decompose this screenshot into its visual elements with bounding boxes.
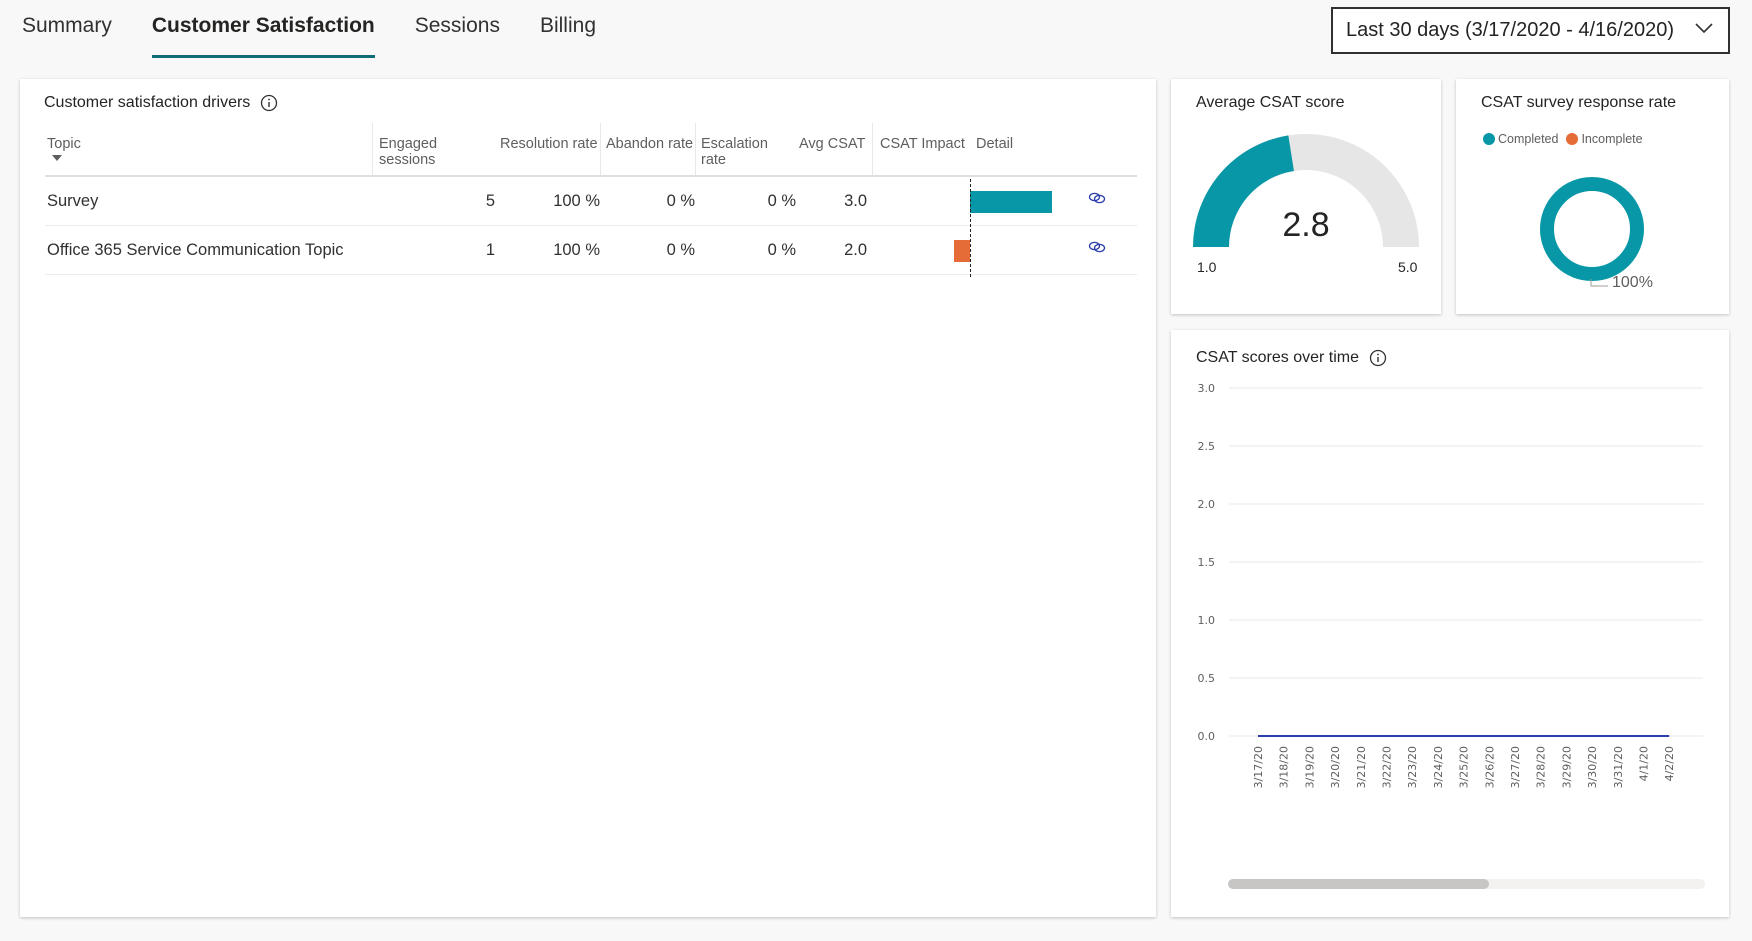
cell-escalation: 0 % bbox=[767, 241, 796, 259]
y-tick-label: 2.5 bbox=[1198, 440, 1216, 453]
response-legend: Completed Incomplete bbox=[1483, 132, 1651, 146]
col-escalation-rate[interactable]: Escalation rate bbox=[695, 123, 795, 175]
y-tick-label: 0.5 bbox=[1198, 672, 1216, 685]
gauge-min-label: 1.0 bbox=[1197, 259, 1217, 275]
response-rate-title: CSAT survey response rate bbox=[1481, 94, 1677, 111]
csat-over-time-card: CSAT scores over time 0.0 0.5 1.0 1.5 2.0 2.5… bbox=[1171, 330, 1729, 917]
y-tick-label: 1.5 bbox=[1198, 556, 1216, 569]
over-time-title-wrap: CSAT scores over time bbox=[1196, 349, 1387, 367]
tab-summary[interactable]: Summary bbox=[22, 14, 112, 37]
x-tick-label: 3/26/20 bbox=[1483, 746, 1496, 788]
col-csat-impact[interactable]: CSAT Impact bbox=[872, 123, 972, 175]
drivers-title: Customer satisfaction drivers bbox=[44, 94, 251, 111]
legend-label: Completed bbox=[1498, 132, 1559, 146]
table-row[interactable]: Office 365 Service Communication Topic 1… bbox=[45, 226, 1137, 275]
col-detail: Detail bbox=[976, 136, 1014, 152]
info-icon[interactable] bbox=[260, 94, 278, 112]
drivers-card: Customer satisfaction drivers Topic Enga… bbox=[20, 79, 1156, 917]
tab-customer-satisfaction[interactable]: Customer Satisfaction bbox=[151, 0, 375, 60]
drivers-table: Topic Engaged sessions Resolution rate A… bbox=[45, 123, 1137, 277]
x-tick-label: 3/19/20 bbox=[1303, 746, 1316, 788]
date-range-dropdown[interactable]: Last 30 days (3/17/2020 - 4/16/2020) bbox=[1331, 7, 1730, 54]
x-tick-label: 3/22/20 bbox=[1381, 746, 1394, 788]
x-tick-label: 3/20/20 bbox=[1329, 746, 1342, 788]
avg-csat-card: Average CSAT score 2.8 1.0 5.0 bbox=[1171, 79, 1441, 314]
col-avg-csat[interactable]: Avg CSAT bbox=[799, 136, 866, 152]
legend-incomplete[interactable]: Incomplete bbox=[1566, 132, 1643, 146]
x-tick-label: 3/28/20 bbox=[1535, 746, 1548, 788]
link-icon[interactable] bbox=[1088, 240, 1106, 254]
response-donut bbox=[1540, 177, 1644, 281]
x-tick-label: 3/27/20 bbox=[1509, 746, 1522, 788]
y-tick-label: 2.0 bbox=[1198, 498, 1216, 511]
table-header: Topic Engaged sessions Resolution rate A… bbox=[45, 123, 1137, 177]
sort-down-icon bbox=[52, 155, 62, 161]
col-resolution-rate[interactable]: Resolution rate bbox=[500, 136, 598, 152]
cell-engaged: 5 bbox=[485, 192, 495, 210]
legend-completed[interactable]: Completed bbox=[1483, 132, 1558, 146]
chevron-down-icon bbox=[1695, 23, 1713, 34]
x-tick-label: 3/24/20 bbox=[1432, 746, 1445, 788]
cell-engaged: 1 bbox=[485, 241, 495, 259]
col-abandon-rate[interactable]: Abandon rate bbox=[600, 123, 695, 175]
cell-topic: Office 365 Service Communication Topic bbox=[47, 241, 344, 259]
x-tick-label: 3/31/20 bbox=[1612, 746, 1625, 788]
col-topic-label: Topic bbox=[47, 136, 81, 152]
legend-label: Incomplete bbox=[1581, 132, 1643, 146]
cell-topic: Survey bbox=[47, 192, 99, 210]
cell-avg-csat: 2.0 bbox=[844, 241, 867, 259]
x-tick-label: 4/2/20 bbox=[1663, 746, 1676, 781]
legend-dot bbox=[1566, 133, 1579, 145]
response-rate-card: CSAT survey response rate Completed Inco… bbox=[1456, 79, 1729, 314]
impact-zero-line bbox=[970, 179, 971, 277]
info-icon[interactable] bbox=[1369, 349, 1387, 367]
y-tick-label: 1.0 bbox=[1198, 614, 1216, 627]
x-tick-label: 3/29/20 bbox=[1560, 746, 1573, 788]
legend-dot bbox=[1483, 133, 1495, 145]
col-topic[interactable]: Topic bbox=[47, 123, 372, 175]
tab-bar: Summary Customer Satisfaction Sessions B… bbox=[22, 0, 636, 60]
col-engaged-sessions[interactable]: Engaged sessions bbox=[372, 123, 496, 175]
y-tick-label: 3.0 bbox=[1198, 382, 1216, 395]
donut-leader-line bbox=[1590, 279, 1608, 287]
avg-csat-title: Average CSAT score bbox=[1196, 94, 1345, 111]
avg-csat-value: 2.8 bbox=[1282, 206, 1330, 244]
response-rate-value: 100% bbox=[1612, 274, 1653, 291]
x-tick-label: 4/1/20 bbox=[1638, 746, 1651, 781]
table-row[interactable]: Survey 5 100 % 0 % 0 % 3.0 bbox=[45, 177, 1137, 226]
csat-gauge bbox=[1193, 134, 1419, 247]
x-tick-label: 3/25/20 bbox=[1458, 746, 1471, 788]
cell-abandon: 0 % bbox=[666, 192, 695, 210]
tab-billing[interactable]: Billing bbox=[539, 14, 596, 37]
y-tick-label: 0.0 bbox=[1198, 730, 1216, 743]
x-tick-label: 3/23/20 bbox=[1406, 746, 1419, 788]
csat-line-chart: 0.0 0.5 1.0 1.5 2.0 2.5 3.0 3/17/20 3/18/20 3/19/… bbox=[1198, 382, 1703, 788]
over-time-title: CSAT scores over time bbox=[1196, 349, 1360, 366]
cell-resolution: 100 % bbox=[553, 192, 600, 210]
x-tick-label: 3/21/20 bbox=[1355, 746, 1368, 788]
csat-impact-bar bbox=[953, 240, 970, 262]
date-range-label: Last 30 days (3/17/2020 - 4/16/2020) bbox=[1346, 19, 1675, 41]
link-icon[interactable] bbox=[1088, 191, 1106, 205]
cell-abandon: 0 % bbox=[666, 241, 695, 259]
csat-impact-bar bbox=[970, 191, 1052, 213]
gauge-max-label: 5.0 bbox=[1398, 259, 1418, 275]
cell-resolution: 100 % bbox=[553, 241, 600, 259]
cell-escalation: 0 % bbox=[767, 192, 796, 210]
x-tick-label: 3/30/20 bbox=[1586, 746, 1599, 788]
x-tick-label: 3/17/20 bbox=[1252, 746, 1265, 788]
x-tick-label: 3/18/20 bbox=[1278, 746, 1291, 788]
tab-sessions[interactable]: Sessions bbox=[414, 14, 500, 37]
drivers-title-wrap: Customer satisfaction drivers bbox=[44, 94, 278, 112]
chart-scrollbar[interactable] bbox=[1228, 879, 1489, 889]
cell-avg-csat: 3.0 bbox=[844, 192, 867, 210]
